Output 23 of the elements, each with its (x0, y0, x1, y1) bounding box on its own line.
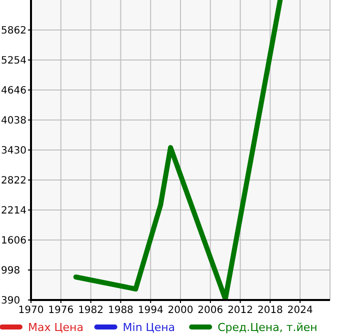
y-tick-label: 390 (1, 296, 20, 306)
x-tick-label: 1970 (18, 305, 44, 316)
y-tick-label: 4646 (1, 86, 26, 96)
y-tick-label: 2214 (1, 206, 26, 216)
y-tick-label: 998 (1, 266, 20, 276)
y-tick-label: 5254 (1, 56, 26, 66)
x-tick-label: 2018 (257, 305, 283, 316)
x-tick-label: 2012 (228, 305, 254, 316)
legend-label: Max Цена (28, 321, 84, 334)
x-tick-label: 2006 (198, 305, 224, 316)
x-tick-label: 1988 (108, 305, 134, 316)
x-tick-label: 1976 (48, 305, 74, 316)
y-tick-label: 2822 (1, 176, 26, 186)
y-tick-label: 5862 (1, 26, 26, 36)
y-tick-label: 4038 (1, 116, 26, 126)
x-tick-label: 1994 (138, 305, 164, 316)
x-tick-label: 2024 (287, 305, 313, 316)
legend-label: Min Цена (122, 321, 176, 334)
y-tick-label: 3430 (1, 146, 26, 156)
y-tick-label: 1606 (1, 236, 26, 246)
x-tick-label: 1982 (78, 305, 104, 316)
x-tick-label: 2000 (168, 305, 194, 316)
legend-label: Сред.Цена, т.йен (218, 321, 318, 334)
